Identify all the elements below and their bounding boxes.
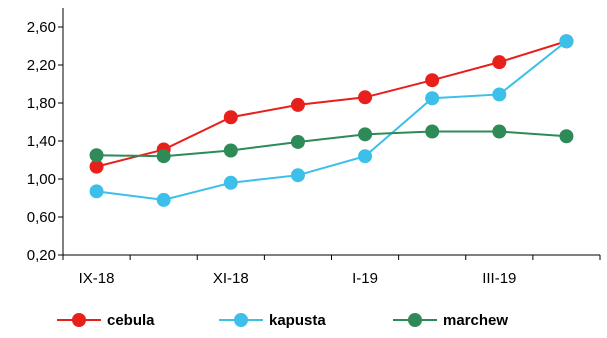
data-point-cebula <box>492 55 507 70</box>
data-point-marchew <box>156 149 171 164</box>
legend-label: cebula <box>107 312 155 329</box>
data-point-kapusta <box>492 87 507 102</box>
series-kapusta <box>89 34 574 207</box>
y-tick-label: 1,00 <box>27 171 56 188</box>
x-tick-label: XI-18 <box>213 270 249 287</box>
data-point-kapusta <box>559 34 574 49</box>
data-point-cebula <box>290 97 305 112</box>
data-point-kapusta <box>89 184 104 199</box>
data-point-kapusta <box>223 175 238 190</box>
data-point-kapusta <box>358 149 373 164</box>
data-point-marchew <box>290 134 305 149</box>
data-point-cebula <box>223 110 238 125</box>
data-point-marchew <box>559 129 574 144</box>
x-tick-label: IX-18 <box>79 270 115 287</box>
y-axis-ticks: 0,20 0,60 1,00 1,40 1,80 2,20 2,60 <box>27 19 63 264</box>
legend-item-marchew: marchew <box>393 312 508 329</box>
series-line-kapusta <box>96 40 568 201</box>
legend-item-cebula: cebula <box>57 312 155 329</box>
data-point-kapusta <box>425 91 440 106</box>
series-group <box>89 34 574 207</box>
x-axis-ticks: IX-18 XI-18 I-19 III-19 <box>62 255 601 287</box>
data-point-cebula <box>425 73 440 88</box>
legend: cebula kapusta marchew <box>57 312 508 329</box>
y-tick-label: 1,40 <box>27 133 56 150</box>
series-line-marchew <box>96 130 567 158</box>
legend-marker <box>408 313 422 327</box>
x-tick-label: III-19 <box>482 270 516 287</box>
legend-label: kapusta <box>269 312 326 329</box>
data-point-cebula <box>89 159 104 174</box>
data-point-marchew <box>425 124 440 139</box>
y-tick-label: 2,20 <box>27 57 56 74</box>
data-point-cebula <box>358 90 373 105</box>
y-tick-label: 2,60 <box>27 19 56 36</box>
x-tick-label: I-19 <box>352 270 378 287</box>
legend-marker <box>234 313 248 327</box>
legend-marker <box>72 313 86 327</box>
y-tick-label: 0,60 <box>27 209 56 226</box>
data-point-kapusta <box>290 168 305 183</box>
y-tick-label: 1,80 <box>27 95 56 112</box>
data-point-marchew <box>223 143 238 158</box>
series-marchew <box>89 124 574 164</box>
data-point-marchew <box>89 148 104 163</box>
data-point-kapusta <box>156 192 171 207</box>
axes <box>62 8 600 256</box>
series-line-cebula <box>96 40 567 168</box>
data-point-marchew <box>358 127 373 142</box>
data-point-marchew <box>492 124 507 139</box>
legend-item-kapusta: kapusta <box>219 312 326 329</box>
legend-label: marchew <box>443 312 508 329</box>
y-tick-label: 0,20 <box>27 247 56 264</box>
